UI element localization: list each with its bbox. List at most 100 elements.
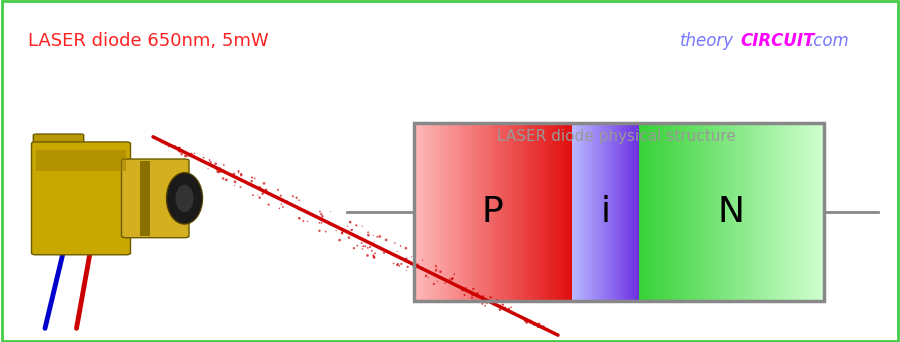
Bar [657,123,662,301]
Point [476,293,491,299]
Bar [673,123,677,301]
Bar [558,123,562,301]
Bar [506,123,509,301]
Text: i: i [600,195,610,229]
Point [390,262,404,268]
Point [524,318,538,323]
Point [290,195,304,200]
Point [279,199,293,204]
Point [212,169,226,175]
Point [400,264,415,269]
Point [292,207,306,213]
Point [314,211,328,217]
Point [219,177,233,183]
Bar [796,123,800,301]
Point [404,254,419,260]
Bar [594,123,598,301]
Bar [691,123,695,301]
Bar [752,123,757,301]
Point [228,183,242,188]
Point [445,276,459,281]
Point [346,246,361,251]
Bar [612,123,616,301]
Point [453,285,467,290]
Point [390,249,404,254]
Point [358,244,373,249]
Point [234,173,248,178]
Bar [419,123,423,301]
Point [172,145,186,150]
Text: P: P [482,195,504,229]
Bar [474,123,478,301]
Point [524,319,538,325]
Bar [519,123,523,301]
Bar [713,123,716,301]
Point [284,202,298,207]
Point [341,228,356,234]
Point [391,261,405,267]
Bar [799,123,803,301]
Point [161,144,176,149]
Point [393,243,408,249]
Point [349,223,364,228]
Point [213,169,228,174]
Point [532,321,546,327]
Bar [430,123,433,301]
Point [537,326,552,331]
Point [536,326,550,331]
Bar [459,123,463,301]
Point [540,326,554,331]
Text: CIRCUIT: CIRCUIT [741,32,815,50]
Point [275,204,290,210]
Point [444,278,458,283]
Point [367,239,382,245]
Point [158,142,173,147]
Bar [628,123,631,301]
Point [368,244,382,249]
Point [296,218,310,224]
Bar [493,123,496,301]
Point [274,193,288,198]
Point [181,154,195,159]
Point [443,276,457,282]
Bar [414,123,824,301]
Bar [670,123,674,301]
Bar [464,123,467,301]
Point [202,157,217,162]
Point [252,195,266,200]
Bar [590,123,592,301]
Bar [583,123,586,301]
Bar [632,123,635,301]
Bar [682,123,686,301]
Bar [514,123,518,301]
Point [173,149,187,155]
Point [335,231,349,236]
Point [178,153,193,159]
Point [184,151,199,157]
Point [268,194,283,200]
Point [301,219,315,224]
Bar [524,123,527,301]
Point [361,245,375,251]
Point [231,170,246,175]
Point [350,243,365,248]
Point [399,246,413,251]
Bar [140,161,150,236]
Bar [725,123,729,301]
Bar [667,123,670,301]
Bar [774,123,778,301]
Point [366,233,381,238]
Point [315,214,329,219]
Point [464,295,479,301]
Bar [771,123,775,301]
Point [356,246,370,252]
Bar [784,123,788,301]
Bar [422,123,426,301]
Text: LASER diode physical structure: LASER diode physical structure [497,129,736,144]
Point [494,302,508,307]
Point [345,227,359,232]
Bar [639,123,643,301]
Point [250,193,265,198]
FancyBboxPatch shape [33,134,84,152]
Point [356,244,371,249]
